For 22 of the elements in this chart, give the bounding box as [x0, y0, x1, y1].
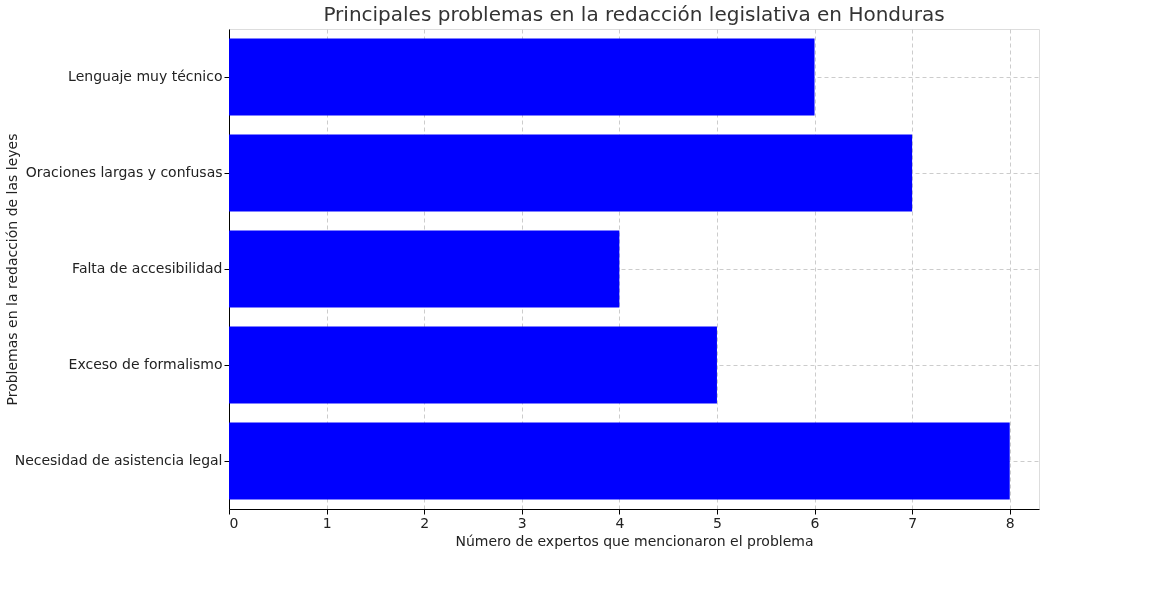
y-axis-title: Problemas en la redacción de las leyes [3, 133, 20, 406]
x-tick-label: 0 [229, 514, 239, 531]
bar [229, 326, 717, 404]
chart-title: Principales problemas en la redacción legislativa en Honduras [323, 2, 945, 26]
x-tick-label: 7 [908, 514, 918, 531]
x-tick-label: 5 [712, 514, 722, 531]
y-tick-label: Falta de accesibilidad [72, 260, 223, 276]
bar [229, 230, 620, 308]
y-tick-label: Exceso de formalismo [68, 356, 223, 372]
x-tick-label: 1 [322, 514, 332, 531]
y-tick-label: Necesidad de asistencia legal [14, 452, 223, 468]
x-tick-label: 6 [810, 514, 820, 531]
x-tick-label: 8 [1005, 514, 1015, 531]
bar [229, 422, 1010, 500]
y-tick-label: Lenguaje muy técnico [68, 68, 223, 84]
x-tick-label: 2 [420, 514, 430, 531]
x-axis-title: Número de expertos que mencionaron el problema [455, 532, 814, 549]
y-tick-label: Oraciones largas y confusas [25, 164, 223, 180]
bar [229, 134, 913, 212]
bar [229, 38, 815, 116]
x-tick-label: 4 [615, 514, 625, 531]
x-tick-label: 3 [517, 514, 527, 531]
